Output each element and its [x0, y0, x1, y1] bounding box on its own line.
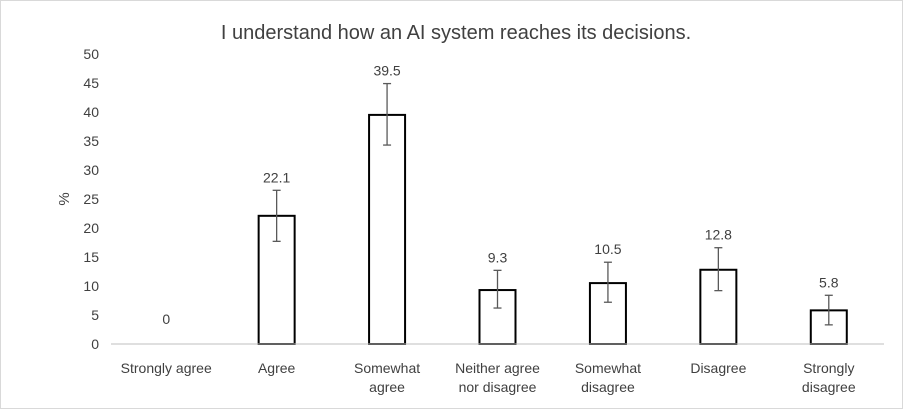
error-bar: [493, 269, 502, 309]
y-tick-label: 50: [83, 46, 99, 62]
error-bar: [714, 247, 723, 292]
y-tick-label: 15: [83, 249, 99, 265]
category-label: Neither agree: [455, 360, 540, 376]
category-label: Strongly: [803, 360, 854, 376]
bars: 0 22.1 39.5 9.3 10.5 12.8 5.8: [162, 63, 848, 346]
error-bar: [603, 261, 612, 303]
y-tick-label: 30: [83, 162, 99, 178]
y-tick-label: 40: [83, 104, 99, 120]
error-bar: [824, 294, 833, 326]
category-label: Strongly agree: [121, 360, 212, 376]
y-tick-label: 45: [83, 75, 99, 91]
category-label: agree: [369, 379, 405, 395]
y-tick-label: 20: [83, 220, 99, 236]
data-label: 22.1: [263, 169, 290, 185]
data-label: 5.8: [819, 274, 839, 290]
y-tick-label: 35: [83, 133, 99, 149]
y-tick-label: 5: [91, 307, 99, 323]
data-label: 12.8: [705, 227, 732, 243]
category-label: Somewhat: [575, 360, 641, 376]
data-label: 0: [162, 311, 170, 327]
category-label: disagree: [581, 379, 635, 395]
y-tick-label: 25: [83, 191, 99, 207]
y-axis: 0 5 10 15 20 25 30 35 40 45 50: [83, 46, 99, 352]
data-label: 39.5: [373, 63, 400, 79]
category-label: disagree: [802, 379, 856, 395]
y-tick-label: 10: [83, 278, 99, 294]
chart-title: I understand how an AI system reaches it…: [221, 22, 691, 44]
category-label: Somewhat: [354, 360, 420, 376]
y-axis-title: %: [56, 192, 73, 205]
error-bar: [383, 82, 392, 146]
error-bar: [272, 189, 281, 242]
x-axis: Strongly agree Agree Somewhat agree Neither …: [111, 343, 884, 395]
y-tick-label: 0: [91, 336, 99, 352]
data-label: 10.5: [594, 241, 621, 257]
category-label: Disagree: [690, 360, 746, 376]
category-label: Agree: [258, 360, 296, 376]
bar: [368, 113, 407, 346]
category-label: nor disagree: [459, 379, 537, 395]
data-label: 9.3: [488, 249, 508, 265]
